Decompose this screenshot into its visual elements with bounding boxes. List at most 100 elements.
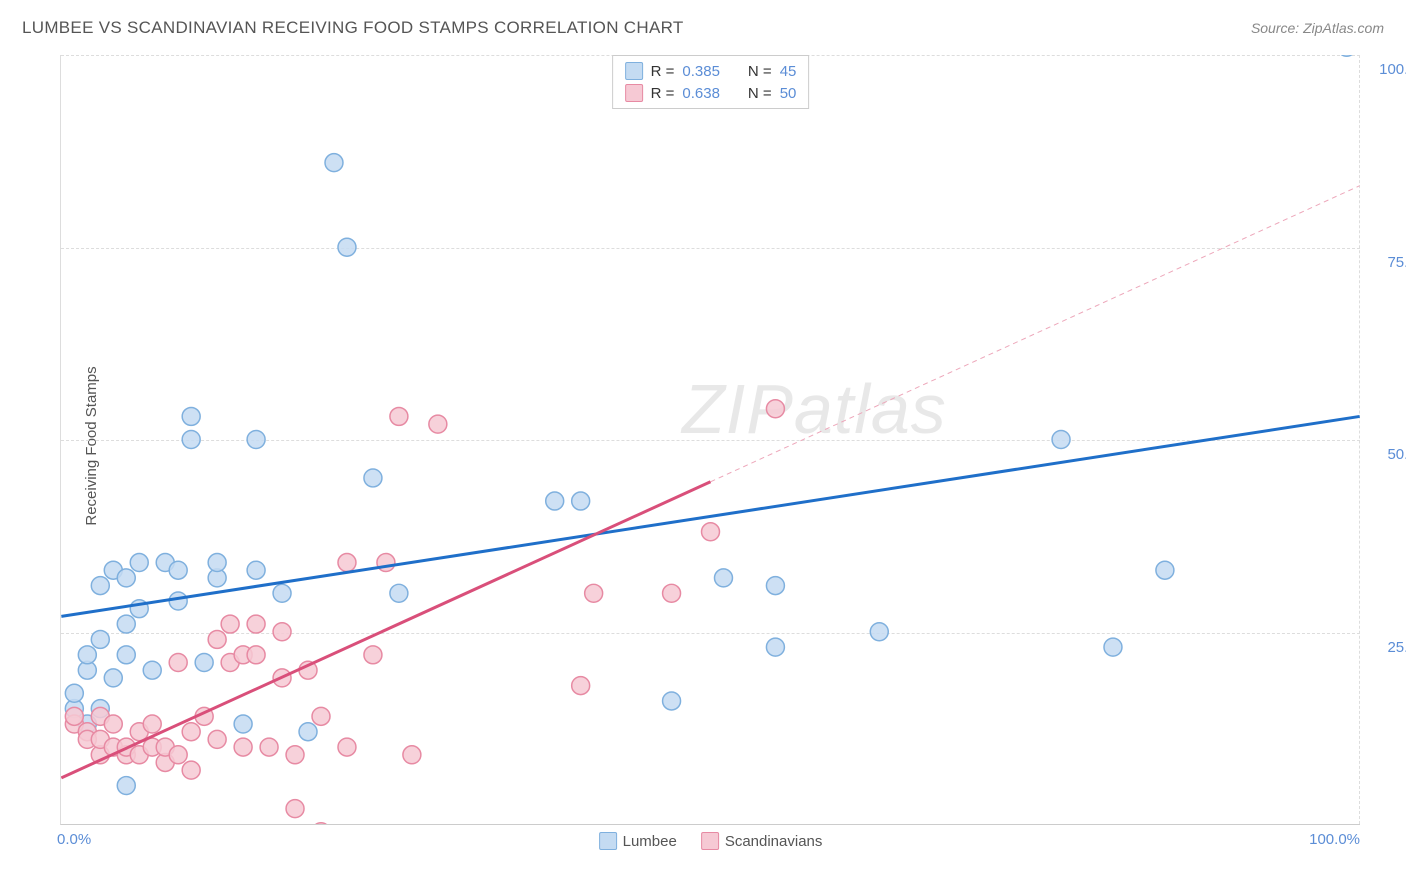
data-point <box>65 700 83 718</box>
y-tick-label: 75.0% <box>1370 254 1406 271</box>
stats-legend: R = 0.385 N = 45 R = 0.638 N = 50 <box>612 55 810 109</box>
data-point <box>130 554 148 572</box>
data-point <box>182 723 200 741</box>
data-point <box>1104 638 1122 656</box>
source-value: ZipAtlas.com <box>1303 20 1384 36</box>
data-point <box>78 661 96 679</box>
data-point <box>585 584 603 602</box>
data-point <box>156 738 174 756</box>
r-label: R = <box>651 63 675 80</box>
data-point <box>117 777 135 795</box>
data-point <box>273 584 291 602</box>
data-point <box>766 577 784 595</box>
data-point <box>221 654 239 672</box>
data-point <box>286 800 304 818</box>
data-point <box>65 707 83 725</box>
data-point <box>1156 561 1174 579</box>
n-label: N = <box>748 63 772 80</box>
data-point <box>572 677 590 695</box>
legend-label: Lumbee <box>623 833 677 850</box>
stats-legend-row: R = 0.638 N = 50 <box>625 82 797 104</box>
n-value: 45 <box>780 63 797 80</box>
data-point <box>312 707 330 725</box>
data-point <box>312 823 330 824</box>
data-point <box>390 407 408 425</box>
legend-swatch <box>599 832 617 850</box>
data-point <box>169 592 187 610</box>
data-point <box>221 615 239 633</box>
data-point <box>234 738 252 756</box>
data-point <box>156 753 174 771</box>
data-point <box>78 715 96 733</box>
legend-swatch <box>625 62 643 80</box>
y-tick-label: 50.0% <box>1370 446 1406 463</box>
data-point <box>338 738 356 756</box>
data-point <box>156 554 174 572</box>
data-point <box>65 715 83 733</box>
data-point <box>130 723 148 741</box>
data-point <box>182 407 200 425</box>
gridline <box>61 633 1360 634</box>
watermark-zip: ZIP <box>682 370 794 448</box>
data-point <box>91 577 109 595</box>
data-point <box>143 715 161 733</box>
x-tick-label: 100.0% <box>1309 831 1360 848</box>
data-point <box>104 669 122 687</box>
data-point <box>299 723 317 741</box>
chart-source: Source: ZipAtlas.com <box>1251 20 1384 36</box>
data-point <box>169 746 187 764</box>
data-point <box>338 554 356 572</box>
watermark-atlas: atlas <box>794 370 947 448</box>
data-point <box>169 561 187 579</box>
data-point <box>91 730 109 748</box>
data-point <box>130 746 148 764</box>
data-point <box>663 692 681 710</box>
data-point <box>325 154 343 172</box>
bottom-legend: Lumbee Scandinavians <box>599 832 823 850</box>
data-point <box>299 661 317 679</box>
data-point <box>91 746 109 764</box>
data-point <box>572 492 590 510</box>
data-point <box>195 707 213 725</box>
bottom-legend-item: Lumbee <box>599 832 677 850</box>
data-point <box>208 730 226 748</box>
data-point <box>117 746 135 764</box>
y-tick-label: 25.0% <box>1370 639 1406 656</box>
gridline <box>61 248 1360 249</box>
data-point <box>403 746 421 764</box>
r-value: 0.385 <box>682 63 720 80</box>
r-label: R = <box>651 85 675 102</box>
data-point <box>78 723 96 741</box>
data-point <box>117 646 135 664</box>
data-point <box>766 400 784 418</box>
stats-legend-row: R = 0.385 N = 45 <box>625 60 797 82</box>
data-point <box>429 415 447 433</box>
trend-line <box>61 416 1359 616</box>
data-point <box>377 554 395 572</box>
n-value: 50 <box>780 85 797 102</box>
data-point <box>78 646 96 664</box>
data-point <box>364 646 382 664</box>
data-point <box>78 730 96 748</box>
data-point <box>91 707 109 725</box>
data-point <box>195 654 213 672</box>
trend-line <box>61 482 710 778</box>
data-point <box>273 669 291 687</box>
data-point <box>766 638 784 656</box>
data-point <box>104 738 122 756</box>
gridline <box>61 440 1360 441</box>
watermark: ZIPatlas <box>682 369 947 449</box>
data-point <box>104 715 122 733</box>
trend-extrapolation <box>711 186 1360 482</box>
data-point <box>117 615 135 633</box>
x-tick-label: 0.0% <box>57 831 91 848</box>
data-point <box>260 738 278 756</box>
data-point <box>247 615 265 633</box>
plot-area: ZIPatlas 25.0%50.0%75.0%100.0% R = 0.385… <box>60 55 1360 825</box>
data-point <box>702 523 720 541</box>
data-point <box>182 761 200 779</box>
r-value: 0.638 <box>682 85 720 102</box>
data-point <box>286 746 304 764</box>
data-point <box>234 646 252 664</box>
source-label: Source: <box>1251 20 1303 36</box>
